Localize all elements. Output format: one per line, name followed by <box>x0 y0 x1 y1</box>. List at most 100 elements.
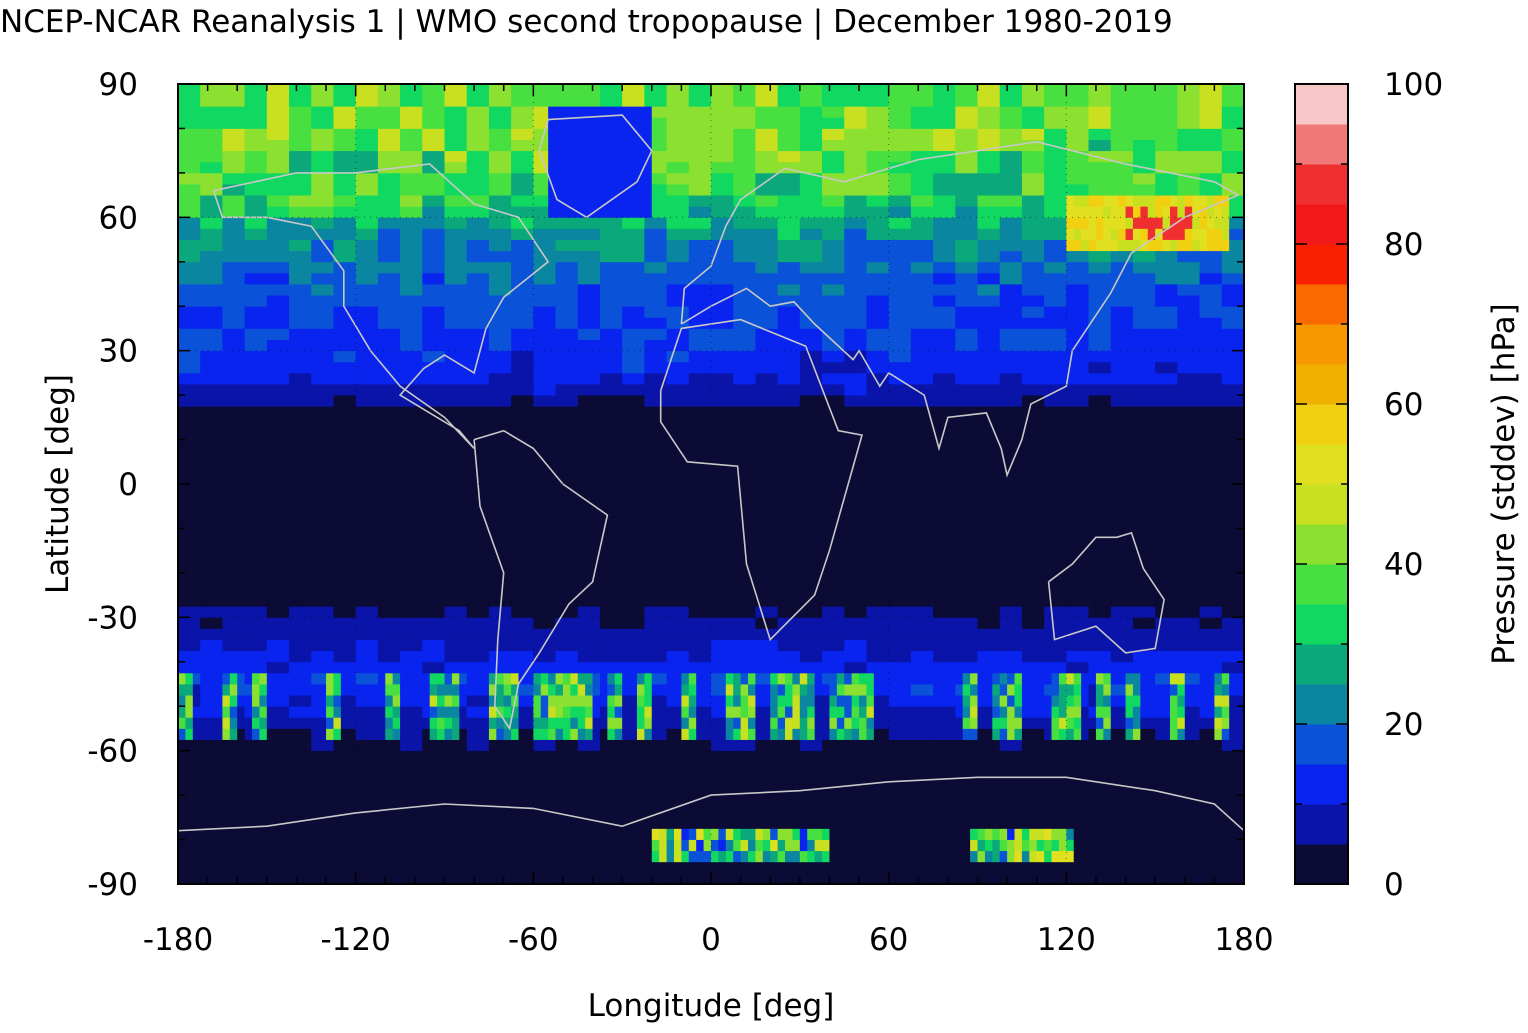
heatmap-cell <box>814 672 823 685</box>
heatmap-cell <box>1199 717 1208 729</box>
heatmap-cell <box>733 617 742 629</box>
heatmap-cell <box>340 872 349 885</box>
heatmap-cell <box>1214 550 1223 563</box>
heatmap-cell <box>178 728 186 740</box>
heatmap-cell <box>873 606 882 618</box>
heatmap-cell <box>829 828 838 840</box>
heatmap-cell <box>1118 628 1126 640</box>
heatmap-cell <box>992 506 1001 518</box>
heatmap-cell <box>1229 872 1237 885</box>
heatmap-cell <box>1088 828 1097 840</box>
heatmap-cell <box>659 684 667 696</box>
heatmap-cell <box>266 784 275 796</box>
heatmap-cell <box>622 839 630 852</box>
heatmap-cell <box>925 861 934 874</box>
heatmap-cell <box>414 795 423 807</box>
heatmap-cell <box>488 761 497 774</box>
heatmap-cell <box>844 561 853 574</box>
heatmap-cell <box>777 761 786 774</box>
heatmap-cell <box>636 817 645 829</box>
heatmap-cell <box>363 850 371 863</box>
heatmap-cell <box>851 661 860 674</box>
heatmap-cell <box>422 861 431 874</box>
heatmap-cell <box>666 817 675 829</box>
heatmap-cell <box>496 750 505 763</box>
heatmap-cell <box>711 817 719 829</box>
heatmap-cell <box>363 595 371 607</box>
heatmap-cell <box>259 695 268 707</box>
heatmap-cell <box>910 650 919 663</box>
heatmap-cell <box>622 572 630 585</box>
heatmap-cell <box>977 695 986 707</box>
heatmap-cell <box>999 606 1008 618</box>
heatmap-cell <box>814 661 823 674</box>
heatmap-cell <box>970 695 978 707</box>
heatmap-cell <box>1140 561 1149 574</box>
heatmap-cell <box>1140 506 1149 518</box>
heatmap-cell <box>466 628 475 640</box>
heatmap-cell <box>681 539 690 552</box>
heatmap-cell <box>266 739 275 752</box>
heatmap-cell <box>777 561 786 574</box>
heatmap-cell <box>585 561 593 574</box>
heatmap-cell <box>829 628 838 640</box>
heatmap-cell <box>1014 728 1023 740</box>
heatmap-cell <box>178 517 186 529</box>
heatmap-cell <box>777 717 786 729</box>
heatmap-cell <box>673 572 682 585</box>
heatmap-cell <box>1162 550 1171 563</box>
heatmap-cell <box>178 872 186 885</box>
heatmap-cell <box>259 872 268 885</box>
heatmap-cell <box>363 684 371 696</box>
heatmap-cell <box>599 595 608 607</box>
heatmap-cell <box>733 872 742 885</box>
heatmap-cell <box>348 661 357 674</box>
heatmap-cell <box>844 784 853 796</box>
heatmap-cell <box>281 795 290 807</box>
heatmap-cell <box>748 828 756 840</box>
heatmap-cell <box>318 772 327 785</box>
heatmap-cell <box>311 561 320 574</box>
heatmap-cell <box>822 784 830 796</box>
heatmap-cell <box>1155 750 1163 763</box>
heatmap-cell <box>844 539 853 552</box>
heatmap-cell <box>259 495 268 507</box>
heatmap-cell <box>1177 839 1186 852</box>
heatmap-cell <box>296 695 305 707</box>
heatmap-cell <box>614 606 623 618</box>
heatmap-cell <box>422 750 431 763</box>
heatmap-cell <box>1155 850 1163 863</box>
heatmap-cell <box>355 772 364 785</box>
heatmap-cell <box>488 861 497 874</box>
heatmap-cell <box>962 539 971 552</box>
heatmap-cell <box>888 872 897 885</box>
heatmap-cell <box>215 806 223 818</box>
heatmap-cell <box>1007 828 1015 840</box>
heatmap-cell <box>1029 772 1038 785</box>
heatmap-cell <box>970 628 978 640</box>
heatmap-cell <box>1162 728 1171 740</box>
heatmap-cell <box>785 517 793 529</box>
heatmap-cell <box>555 784 564 796</box>
heatmap-cell <box>1169 661 1178 674</box>
heatmap-cell <box>1014 550 1023 563</box>
heatmap-cell <box>836 495 845 507</box>
heatmap-cell <box>696 828 704 840</box>
heatmap-cell <box>252 761 260 774</box>
heatmap-cell <box>496 550 505 563</box>
heatmap-cell <box>1081 595 1089 607</box>
heatmap-cell <box>918 550 927 563</box>
heatmap-cell <box>474 528 482 540</box>
heatmap-cell <box>1021 595 1030 607</box>
heatmap-cell <box>1132 817 1141 829</box>
heatmap-cell <box>725 772 734 785</box>
heatmap-cell <box>762 717 771 729</box>
heatmap-cell <box>1044 584 1052 596</box>
heatmap-cell <box>1155 572 1163 585</box>
heatmap-cell <box>303 684 312 696</box>
heatmap-cell <box>1081 839 1089 852</box>
heatmap-cell <box>503 606 512 618</box>
heatmap-cell <box>696 584 704 596</box>
heatmap-cell <box>1184 550 1193 563</box>
heatmap-cell <box>740 850 749 863</box>
